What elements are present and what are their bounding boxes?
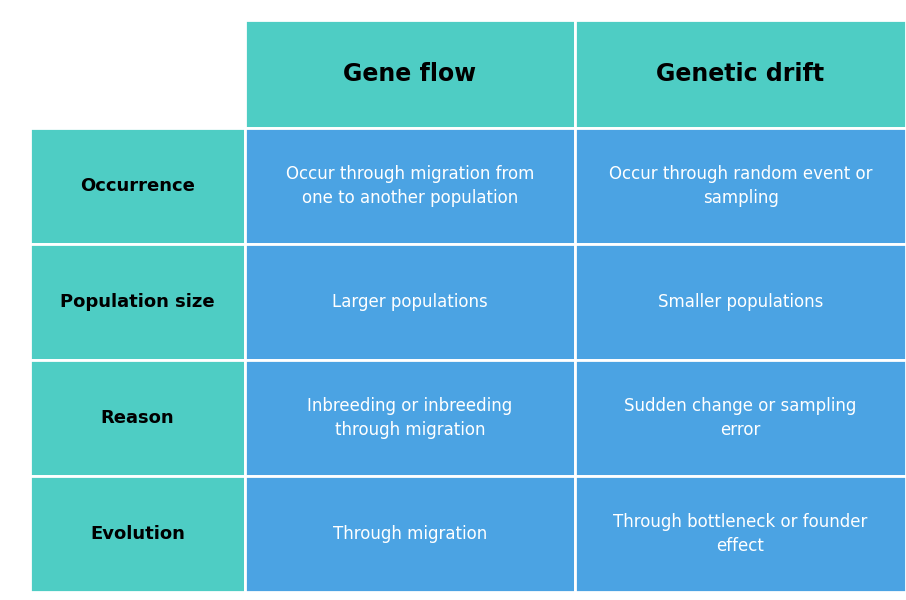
Bar: [30, 476, 245, 592]
Bar: [30, 20, 245, 128]
Bar: [575, 244, 906, 360]
Text: Through bottleneck or founder
effect: Through bottleneck or founder effect: [613, 513, 868, 555]
Text: Population size: Population size: [60, 293, 215, 311]
Text: Occur through random event or
sampling: Occur through random event or sampling: [609, 165, 872, 207]
Bar: [575, 360, 906, 476]
Bar: [245, 244, 575, 360]
Bar: [245, 20, 575, 128]
Text: Inbreeding or inbreeding
through migration: Inbreeding or inbreeding through migrati…: [307, 397, 513, 439]
Bar: [245, 128, 575, 244]
Text: Through migration: Through migration: [333, 525, 487, 543]
Bar: [245, 476, 575, 592]
Text: Larger populations: Larger populations: [333, 293, 487, 311]
Text: Gene flow: Gene flow: [343, 62, 477, 86]
Bar: [575, 128, 906, 244]
Bar: [30, 128, 245, 244]
Text: Smaller populations: Smaller populations: [658, 293, 824, 311]
Bar: [30, 360, 245, 476]
Text: Occurrence: Occurrence: [80, 177, 195, 195]
Bar: [575, 476, 906, 592]
Text: Genetic drift: Genetic drift: [657, 62, 824, 86]
Text: Reason: Reason: [101, 409, 174, 427]
Text: Occur through migration from
one to another population: Occur through migration from one to anot…: [285, 165, 535, 207]
Bar: [575, 20, 906, 128]
Bar: [30, 244, 245, 360]
Text: Sudden change or sampling
error: Sudden change or sampling error: [624, 397, 857, 439]
Bar: [245, 360, 575, 476]
Text: Evolution: Evolution: [90, 525, 185, 543]
